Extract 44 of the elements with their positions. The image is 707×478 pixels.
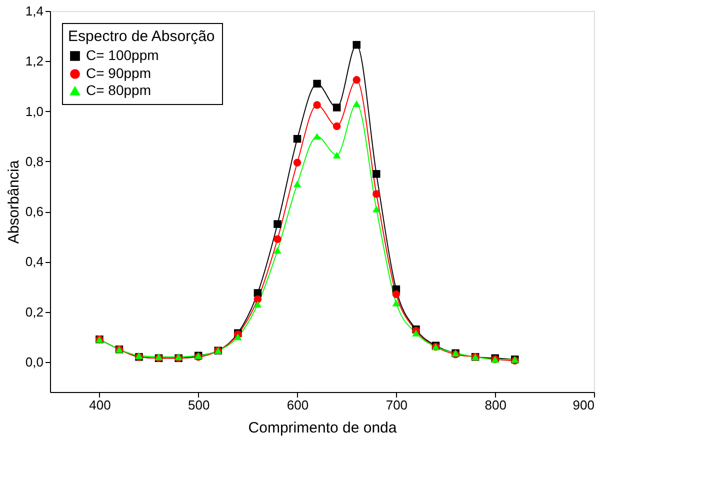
- point: [274, 235, 282, 243]
- point: [332, 104, 341, 112]
- y-tick-label: 1,0: [25, 104, 44, 119]
- legend-label: C= 100ppm: [86, 47, 159, 63]
- legend-label: C= 80ppm: [86, 82, 151, 98]
- point: [372, 170, 380, 178]
- y-tick-label: 0,4: [25, 254, 44, 270]
- point: [332, 122, 341, 130]
- x-tick-label: 800: [484, 398, 506, 412]
- point: [293, 180, 302, 188]
- point: [293, 134, 302, 143]
- point: [332, 152, 341, 158]
- point: [313, 101, 321, 109]
- point: [274, 220, 282, 228]
- x-tick-label: 400: [89, 398, 111, 412]
- x-tick-label: 600: [286, 398, 309, 412]
- x-tick-label: 700: [386, 398, 408, 412]
- point: [392, 300, 400, 306]
- point: [293, 158, 302, 167]
- point: [313, 80, 321, 88]
- y-axis-title: Absorbância: [5, 160, 22, 244]
- point: [392, 290, 400, 298]
- y-tick-label: 0,0: [25, 354, 44, 370]
- x-axis-title: Comprimento de onda: [248, 420, 398, 436]
- legend-title: Espectro de Absorção: [68, 28, 215, 45]
- legend-label: C= 90ppm: [86, 65, 151, 81]
- point: [234, 334, 242, 340]
- y-tick-label: 0,6: [25, 204, 44, 220]
- point: [254, 300, 262, 308]
- point: [313, 132, 321, 140]
- x-tick-label: 900: [572, 398, 594, 412]
- point: [412, 330, 420, 336]
- point: [352, 40, 360, 49]
- point: [372, 206, 380, 212]
- y-tick-label: 1,2: [25, 54, 44, 69]
- point: [352, 76, 360, 84]
- y-tick-label: 0,8: [25, 154, 44, 169]
- y-tick-label: 1,4: [25, 4, 44, 18]
- point: [254, 295, 262, 304]
- point: [274, 247, 282, 254]
- point: [372, 190, 380, 198]
- point: [352, 100, 360, 108]
- x-tick-label: 500: [188, 398, 210, 412]
- y-tick-label: 0,2: [25, 304, 44, 320]
